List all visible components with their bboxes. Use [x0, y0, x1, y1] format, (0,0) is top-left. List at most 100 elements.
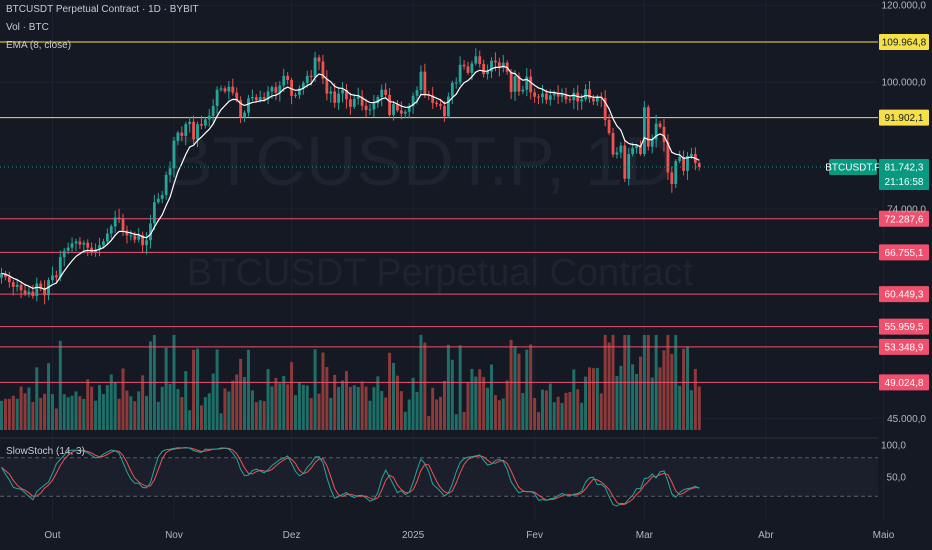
candle-body-83 — [325, 78, 329, 94]
candle-body-144 — [564, 94, 568, 100]
candle-body-47 — [184, 124, 188, 136]
volume-bar-24 — [94, 400, 98, 430]
volume-bar-28 — [109, 374, 113, 430]
symbol-legend[interactable]: BTCUSDT Perpetual Contract · 1D · BYBIT — [6, 4, 199, 15]
candle-body-107 — [419, 71, 423, 91]
candle-body-97 — [380, 89, 384, 98]
candle-body-77 — [301, 82, 305, 89]
volume-bar-163 — [638, 356, 642, 430]
candle-body-135 — [529, 76, 533, 93]
candle-145 — [568, 96, 572, 103]
volume-bar-109 — [427, 415, 431, 430]
candle-body-158 — [619, 145, 623, 153]
candle-163 — [639, 140, 642, 156]
volume-bar-121 — [474, 376, 478, 430]
candle-150 — [588, 80, 591, 103]
volume-bar-110 — [431, 387, 435, 430]
candle-body-159 — [623, 145, 627, 179]
candle-56 — [219, 85, 223, 92]
candle-body-57 — [223, 88, 227, 92]
volume-bar-177 — [693, 368, 697, 430]
candle-105 — [411, 92, 415, 114]
candle-13 — [51, 266, 54, 284]
ema-legend[interactable]: EMA (8, close) — [6, 40, 72, 51]
candle-62 — [243, 110, 246, 123]
candle-54 — [211, 99, 215, 125]
time-axis[interactable]: Out Nov Dez 2025 Fev Mar Abr Maio — [44, 530, 894, 541]
candle-110 — [431, 86, 435, 109]
candle-107 — [419, 65, 423, 95]
candle-70 — [274, 82, 278, 101]
volume-bar-49 — [192, 349, 196, 430]
volume-bar-151 — [591, 368, 595, 430]
candle-167 — [654, 114, 658, 148]
candle-88 — [345, 83, 348, 109]
support-tag-0 — [879, 210, 929, 227]
candle-body-133 — [521, 89, 525, 92]
volume-bar-22 — [86, 379, 90, 430]
volume-bar-86 — [337, 387, 341, 430]
volume-bar-78 — [305, 385, 309, 430]
candle-155 — [607, 114, 611, 136]
volume-bar-120 — [470, 368, 474, 430]
candle-body-0 — [0, 273, 3, 278]
volume-bar-7 — [27, 387, 31, 430]
candle-38 — [149, 214, 152, 249]
candle-42 — [164, 171, 168, 200]
candle-81 — [317, 54, 321, 71]
support-tag-2 — [879, 286, 929, 303]
candle-body-43 — [168, 168, 172, 176]
candle-body-168 — [658, 123, 662, 127]
candle-body-100 — [392, 104, 395, 115]
candle-body-152 — [595, 96, 599, 102]
candle-body-113 — [443, 105, 446, 117]
candle-body-46 — [180, 132, 184, 136]
candle-37 — [145, 232, 148, 255]
candle-178 — [697, 161, 701, 171]
horizontal-levels[interactable]: 109.964,8 91.902,1 72.287,6 66.755,1 60.449,… — [0, 34, 929, 391]
volume-bar-168 — [658, 367, 662, 430]
volume-bar-59 — [231, 380, 235, 430]
candle-body-160 — [627, 154, 631, 179]
candle-body-7 — [27, 291, 31, 294]
candle-body-72 — [282, 75, 286, 86]
support-tag-1 — [879, 244, 929, 261]
stoch-k-line — [1, 447, 700, 507]
candle-body-59 — [231, 86, 235, 93]
candle-125 — [490, 57, 493, 79]
candle-body-22 — [86, 242, 90, 248]
volume-bar-97 — [380, 390, 384, 430]
volume-bar-102 — [399, 391, 403, 430]
last-price-box — [879, 159, 929, 191]
candle-133 — [521, 85, 525, 95]
candle-73 — [286, 72, 290, 85]
candle-2 — [7, 271, 11, 288]
candle-165 — [646, 104, 650, 151]
price-axis[interactable]: 120.000,0 100.000,0 74.000,0 45.000,0 — [882, 1, 927, 425]
candle-122 — [478, 50, 482, 68]
volume-bar-68 — [266, 369, 270, 430]
volume-bar-64 — [250, 390, 254, 430]
candle-50 — [196, 121, 199, 148]
volume-bar-169 — [662, 350, 666, 430]
volume-legend[interactable]: Vol · BTC — [6, 22, 49, 33]
volume-bar-82 — [321, 352, 325, 430]
stoch-legend[interactable]: SlowStoch (14, 3) — [6, 446, 85, 457]
candle-body-84 — [329, 91, 333, 94]
candle-body-20 — [78, 241, 82, 245]
price-tick-0: 120.000,0 — [882, 1, 927, 12]
volume-bar-141 — [552, 402, 556, 430]
candle-body-138 — [541, 93, 544, 98]
candle-body-89 — [348, 99, 352, 107]
volume-bar-58 — [227, 391, 231, 430]
volume-bar-178 — [697, 386, 701, 430]
candle-98 — [384, 83, 388, 98]
candle-74 — [290, 77, 293, 105]
candle-body-142 — [556, 93, 560, 97]
candle-body-4 — [15, 284, 19, 287]
candle-175 — [686, 152, 689, 180]
candle-0 — [0, 268, 3, 284]
candle-body-34 — [133, 235, 137, 240]
time-label-5: Mar — [636, 530, 654, 541]
